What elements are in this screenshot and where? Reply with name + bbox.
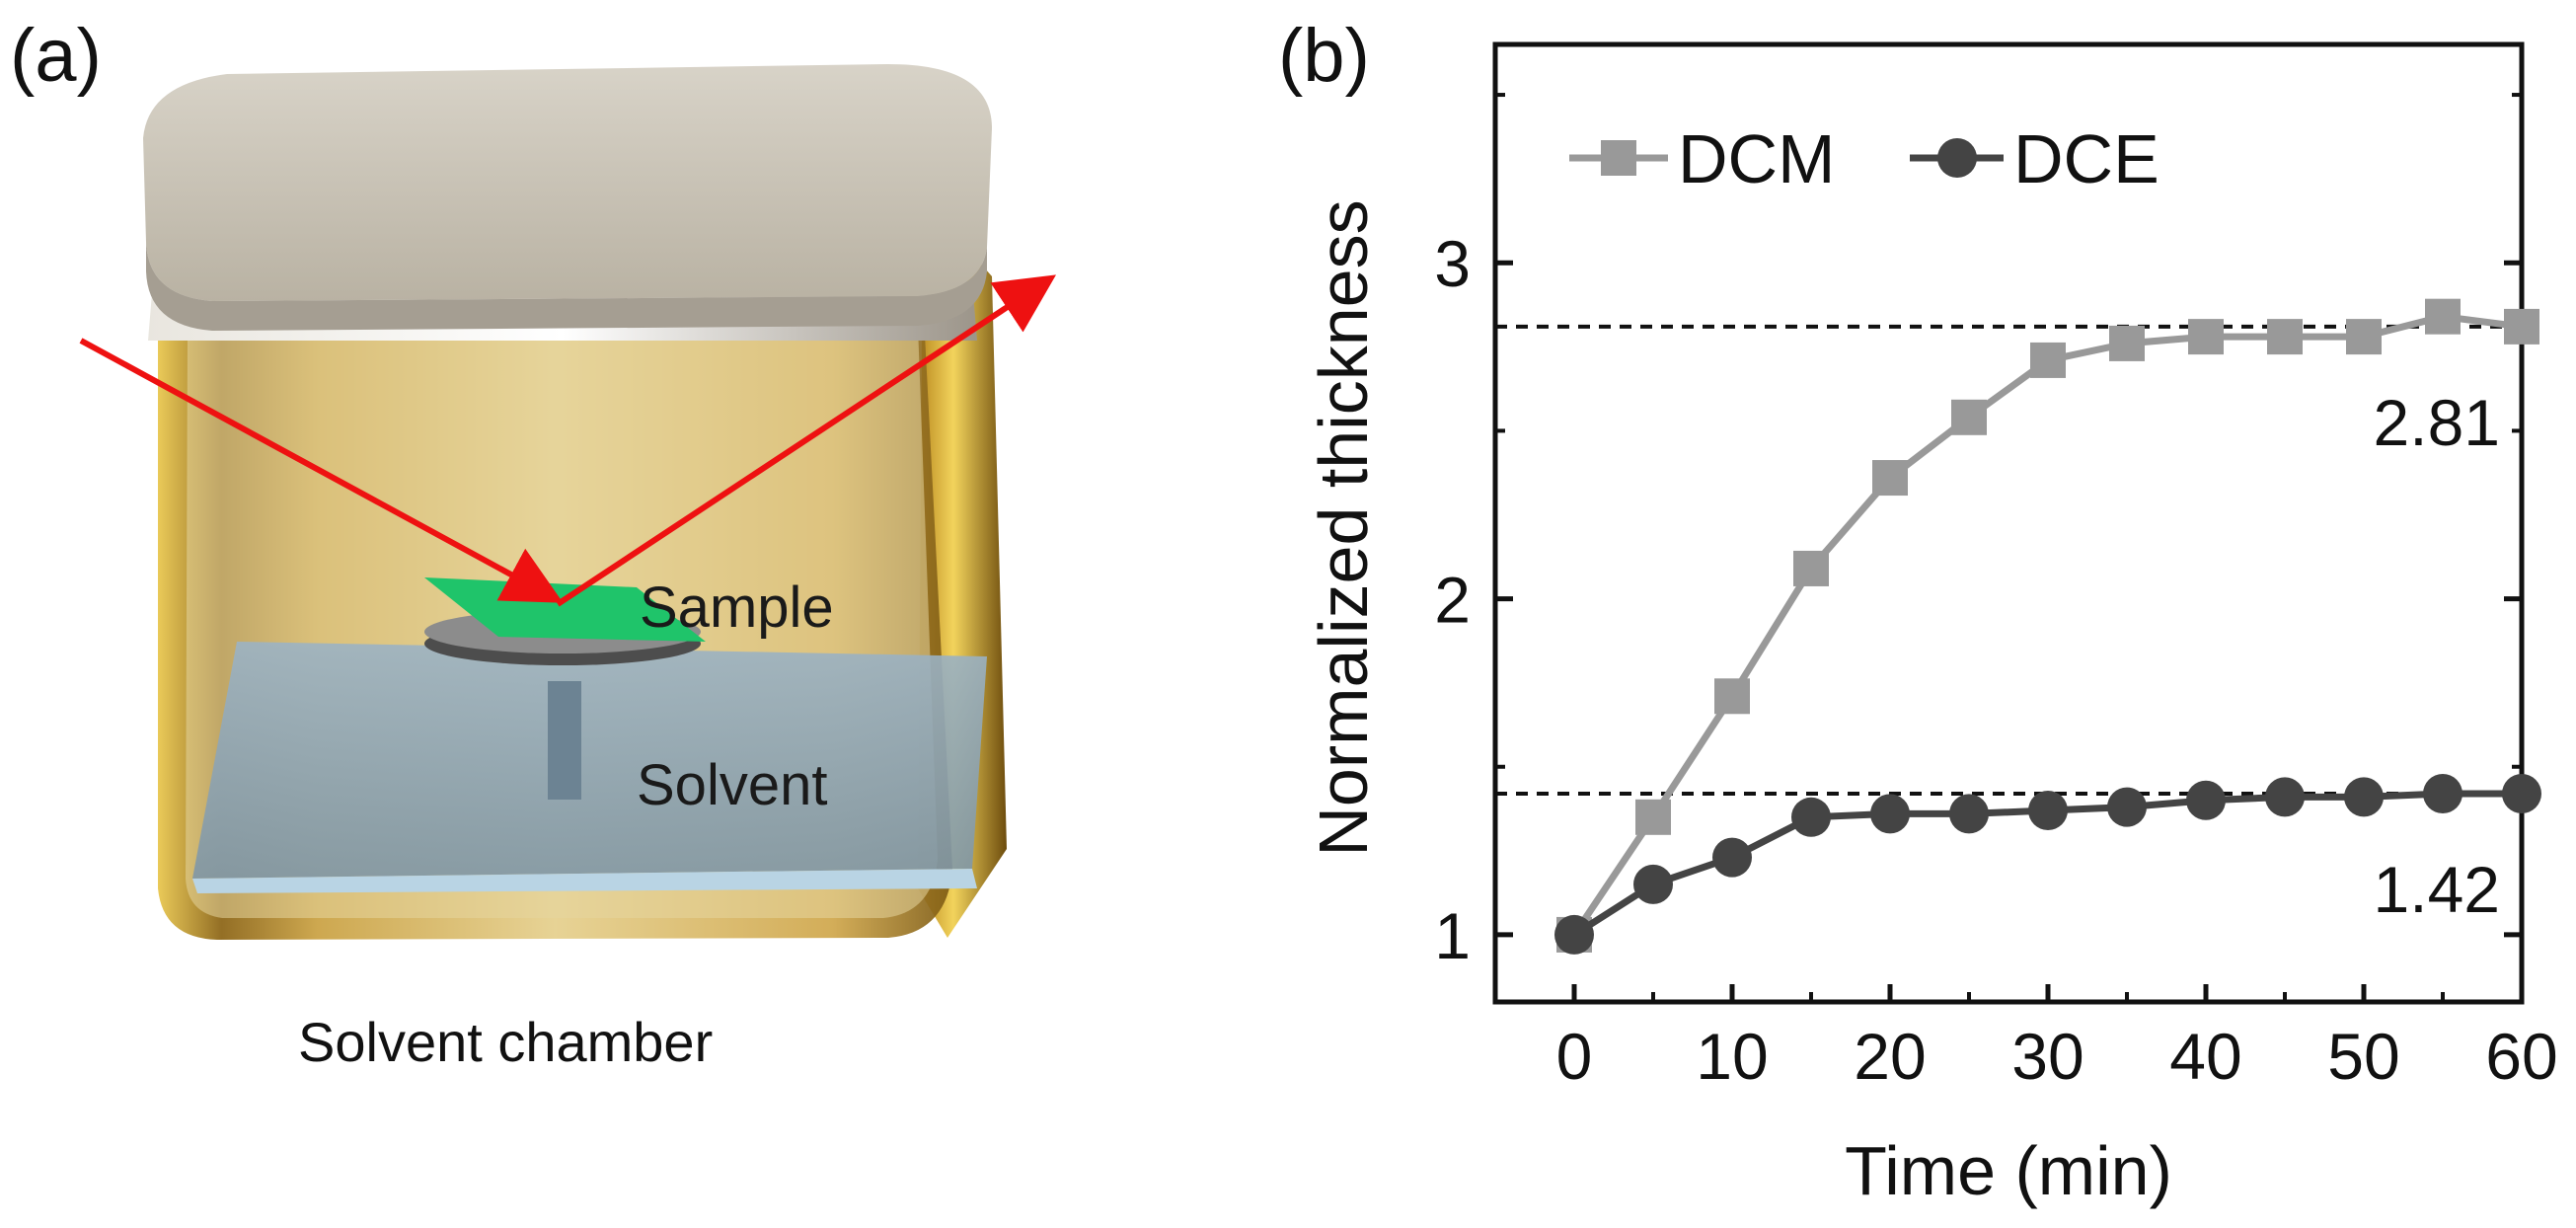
data-point-dcm xyxy=(2346,319,2382,355)
data-point-dce xyxy=(1791,797,1831,837)
data-point-dcm xyxy=(1951,399,1987,435)
y-axis-title: Normalized thickness xyxy=(1305,199,1382,856)
legend-dce-label: DCE xyxy=(2013,120,2159,197)
data-point-dce xyxy=(2186,780,2226,820)
reflected-beam xyxy=(556,274,1057,607)
sample-plate xyxy=(424,577,706,642)
plot-frame xyxy=(1492,41,2525,1005)
data-point-dce xyxy=(2265,777,2305,817)
reference-lines: 2.81 1.42 xyxy=(1495,324,2522,926)
x-tick-label: 30 xyxy=(2011,1020,2084,1093)
lid-top xyxy=(143,64,992,301)
x-tick-label: 50 xyxy=(2327,1020,2399,1093)
legend-dce-marker xyxy=(1937,138,1977,178)
x-tick-label: 20 xyxy=(1854,1020,1926,1093)
data-point-dcm xyxy=(2425,298,2461,335)
data-point-dce xyxy=(1870,794,1910,834)
data-point-dce xyxy=(2502,773,2541,813)
x-tick-label: 40 xyxy=(2169,1020,2241,1093)
data-point-dce xyxy=(2107,787,2147,827)
panel-a-caption: Solvent chamber xyxy=(298,1011,713,1073)
stage-pillar xyxy=(548,681,581,800)
data-point-dcm xyxy=(2109,325,2145,361)
solvent-tray-edge xyxy=(192,869,977,893)
data-point-dcm xyxy=(1635,799,1671,835)
y-tick-label: 3 xyxy=(1434,227,1471,300)
y-tick-label: 2 xyxy=(1434,564,1471,637)
y-tick-label: 1 xyxy=(1434,899,1471,972)
x-tick-label: 0 xyxy=(1556,1020,1593,1093)
data-point-dcm xyxy=(2267,319,2303,355)
chamber-illustration xyxy=(143,64,1007,940)
series-layer xyxy=(1554,298,2541,955)
data-point-dce xyxy=(1949,794,1989,834)
data-point-dcm xyxy=(2030,342,2066,378)
data-point-dcm xyxy=(1793,550,1829,586)
data-point-dcm xyxy=(1872,460,1908,497)
y-ticks: 1 2 3 xyxy=(1434,93,2522,972)
reference-line-label: 1.42 xyxy=(2374,853,2500,926)
data-point-dce xyxy=(1633,864,1673,904)
panel-b-label: (b) xyxy=(1278,14,1370,98)
x-ticks: 0 10 20 30 40 50 60 xyxy=(1556,984,2558,1093)
data-point-dce xyxy=(2423,773,2462,813)
data-point-dcm xyxy=(1714,678,1750,715)
legend-dcm-label: DCM xyxy=(1678,120,1835,197)
incident-beam xyxy=(79,338,564,603)
data-point-dce xyxy=(2344,777,2384,817)
data-point-dcm xyxy=(2188,319,2224,355)
reference-line-label: 2.81 xyxy=(2374,386,2500,459)
solvent-tray xyxy=(192,642,987,879)
data-point-dce xyxy=(1554,914,1594,955)
legend: DCM DCE xyxy=(1569,120,2159,197)
panel-a-label: (a) xyxy=(10,14,102,98)
x-axis-title: Time (min) xyxy=(1845,1132,2172,1209)
data-point-dcm xyxy=(2504,308,2539,345)
panel-b: (b) 2.81 1.42 0 10 20 30 40 50 60 1 2 3 Time (min… xyxy=(1278,14,2558,1209)
sample-label: Sample xyxy=(640,576,834,640)
data-point-dce xyxy=(2028,791,2068,830)
panel-a: (a) Sample Solvent xyxy=(10,14,1057,1073)
solvent-label: Solvent xyxy=(637,753,827,817)
x-tick-label: 10 xyxy=(1696,1020,1768,1093)
chart: 2.81 1.42 0 10 20 30 40 50 60 1 2 3 Time (min) No… xyxy=(1305,41,2558,1209)
data-point-dce xyxy=(1712,837,1752,878)
laser-beam xyxy=(79,274,1057,607)
lid-front-edge xyxy=(146,242,987,331)
x-tick-label: 60 xyxy=(2485,1020,2557,1093)
legend-dcm-marker xyxy=(1601,140,1636,176)
